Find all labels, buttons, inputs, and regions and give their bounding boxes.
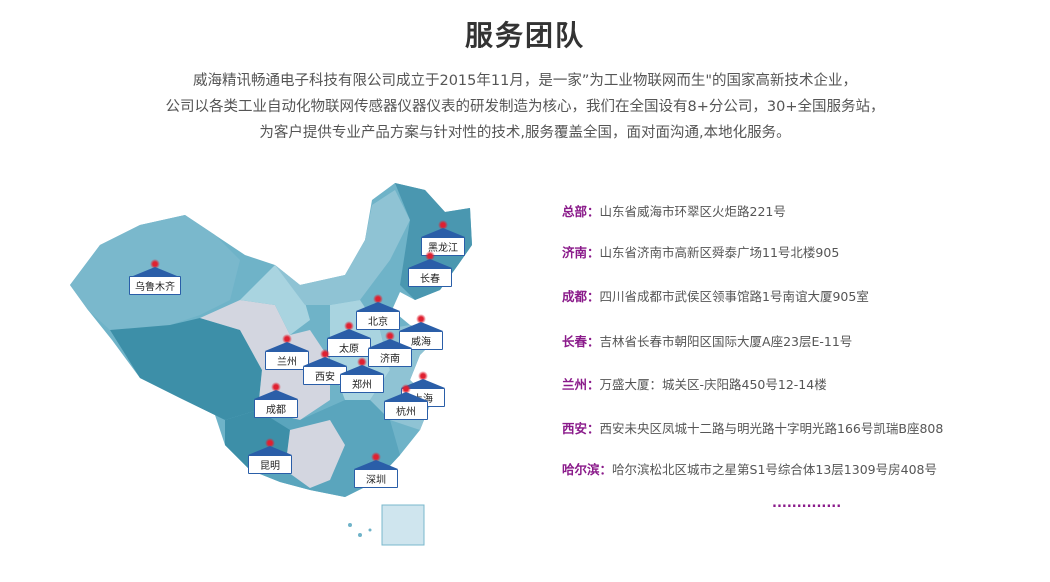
office-item: 哈尔滨：哈尔滨松北区城市之星第S1号综合体13层1309号房408号 — [562, 462, 937, 477]
china-map: 乌鲁木齐 黑龙江 长春 北京 威海 太原 济南 兰州 西安 郑州 上海 杭州 成… — [60, 175, 520, 555]
south-china-sea-inset — [381, 504, 425, 546]
star-icon — [320, 349, 330, 359]
star-icon — [282, 334, 292, 344]
star-icon — [344, 321, 354, 331]
map-marker[interactable]: 乌鲁木齐 — [129, 259, 181, 295]
star-icon — [371, 452, 381, 462]
star-icon — [425, 251, 435, 261]
map-marker[interactable]: 长春 — [408, 251, 452, 287]
map-marker[interactable]: 郑州 — [340, 357, 384, 393]
map-marker[interactable]: 北京 — [356, 294, 400, 330]
intro-line: 威海精讯畅通电子科技有限公司成立于2015年11月，是一家”为工业物联网而生"的… — [192, 73, 858, 89]
star-icon — [271, 382, 281, 392]
more-indicator[interactable]: .............. — [772, 496, 842, 511]
star-icon — [416, 314, 426, 324]
map-region-tibet — [110, 318, 262, 420]
star-icon — [150, 259, 160, 269]
intro-text: 威海精讯畅通电子科技有限公司成立于2015年11月，是一家”为工业物联网而生"的… — [0, 68, 1050, 146]
office-item: 长春：吉林省长春市朝阳区国际大厦A座23层E-11号 — [562, 334, 853, 349]
section-title: 服务团队 — [464, 19, 585, 52]
intro-line: 公司以各类工业自动化物联网传感器仪器仪表的研发制造为核心，我们在全国设有8+分公… — [165, 99, 885, 115]
star-icon — [357, 357, 367, 367]
star-icon — [401, 384, 411, 394]
office-item: 西安：西安未央区凤城十二路与明光路十字明光路166号凯瑞B座808 — [562, 421, 944, 436]
star-icon — [418, 371, 428, 381]
map-marker[interactable]: 昆明 — [248, 438, 292, 474]
map-marker[interactable]: 深圳 — [354, 452, 398, 488]
intro-line: 为客户提供专业产品方案与针对性的技术,服务覆盖全国，面对面沟通,本地化服务。 — [259, 125, 791, 141]
map-marker[interactable]: 成都 — [254, 382, 298, 418]
map-marker[interactable]: 太原 — [327, 321, 371, 357]
office-item: 总部：山东省威海市环翠区火炬路221号 — [562, 204, 786, 219]
star-icon — [373, 294, 383, 304]
map-region-guangxi — [285, 420, 345, 488]
map-region-inner-mongolia — [275, 190, 410, 305]
star-icon — [438, 220, 448, 230]
map-marker[interactable]: 济南 — [368, 331, 412, 367]
office-item: 济南：山东省济南市高新区舜泰广场11号北楼905 — [562, 245, 840, 260]
office-item: 兰州：万盛大厦：城关区-庆阳路450号12-14楼 — [562, 377, 827, 392]
star-icon — [385, 331, 395, 341]
map-marker[interactable]: 杭州 — [384, 384, 428, 420]
office-item: 成都：四川省成都市武侯区领事馆路1号南谊大厦905室 — [562, 289, 869, 304]
star-icon — [265, 438, 275, 448]
